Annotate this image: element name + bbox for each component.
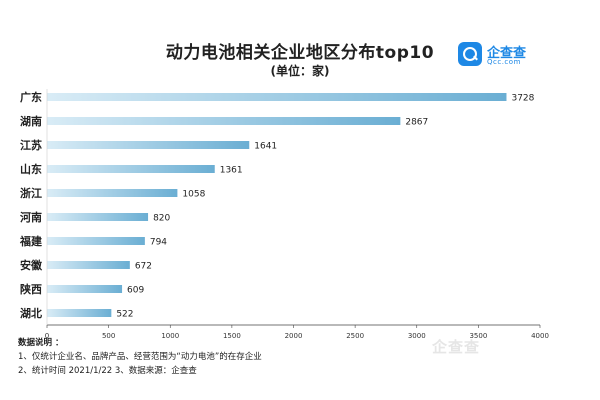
bar-value-label: 820 (153, 214, 170, 224)
bar (47, 213, 149, 221)
bar-value-label: 3728 (511, 94, 534, 104)
bar-value-label: 1641 (254, 142, 277, 152)
brand-domain: Qcc.com (487, 58, 521, 66)
bar (47, 189, 178, 197)
bar-value-label: 1058 (182, 190, 205, 200)
category-label: 陕西 (20, 282, 42, 296)
x-tick-label: 1500 (223, 332, 241, 340)
x-tick-label: 3000 (408, 332, 426, 340)
bar (47, 165, 215, 173)
category-label: 湖南 (20, 114, 42, 128)
chart-title: 动力电池相关企业地区分布top10 (165, 43, 435, 63)
bar (47, 309, 112, 317)
bar (47, 117, 401, 125)
category-label: 江苏 (20, 138, 42, 152)
data-notes: 数据说明 ： 1、仅统计企业名、品牌产品、经营范围为“动力电池”的在存企业 2、… (18, 336, 262, 378)
bar (47, 261, 130, 269)
category-label: 湖北 (20, 306, 42, 320)
bar (47, 237, 145, 245)
category-label: 福建 (19, 234, 43, 248)
category-label: 浙江 (20, 186, 42, 200)
bar (47, 141, 250, 149)
x-tick-label: 1000 (161, 332, 179, 340)
x-tick-label: 2500 (346, 332, 364, 340)
bar (47, 285, 123, 293)
bar-value-label: 522 (116, 310, 133, 320)
category-label: 安徽 (20, 258, 43, 272)
brand-logo: 企查查 Qcc.com (458, 42, 568, 68)
magnifier-icon (458, 42, 482, 66)
x-tick-label: 500 (102, 332, 115, 340)
x-tick-label: 2000 (285, 332, 303, 340)
category-label: 广东 (20, 90, 42, 104)
bar (47, 93, 507, 101)
notes-line-1: 1、仅统计企业名、品牌产品、经营范围为“动力电池”的在存企业 (18, 352, 262, 362)
brand-watermark: 企查查 (432, 338, 481, 356)
bar-value-label: 1361 (220, 166, 243, 176)
bar-value-label: 2867 (405, 118, 428, 128)
notes-heading: 数据说明 ： (18, 338, 64, 348)
x-tick-label: 4000 (531, 332, 549, 340)
chart-subtitle: (单位：家) (270, 64, 330, 78)
category-label: 山东 (20, 162, 42, 176)
brand-name: 企查查 (487, 46, 527, 61)
x-tick-label: 0 (45, 332, 49, 340)
bar-value-label: 672 (135, 262, 152, 272)
bar-value-label: 794 (150, 238, 167, 248)
category-label: 河南 (20, 210, 42, 224)
bar-value-label: 609 (127, 286, 144, 296)
x-tick-label: 3500 (469, 332, 487, 340)
notes-line-2: 2、统计时间 2021/1/22 3、数据来源：企查查 (18, 366, 197, 376)
